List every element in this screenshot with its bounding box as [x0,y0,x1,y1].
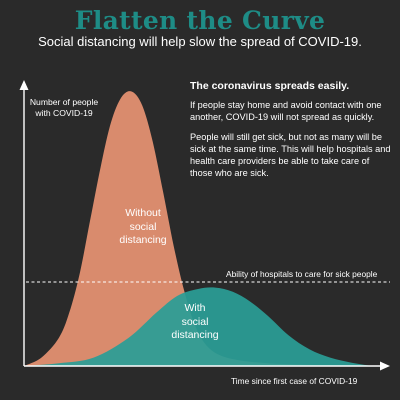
page-title: Flatten the Curve [74,6,326,35]
x-axis-arrow-icon [380,361,390,371]
info-panel: The coronavirus spreads easily. If peopl… [190,80,392,188]
info-heading: The coronavirus spreads easily. [190,80,350,92]
info-paragraph-2: People will still get sick, but not as m… [190,131,391,178]
curve-without-distancing [24,91,372,366]
chart-areas [24,91,372,366]
page-subtitle: Social distancing will help slow the spr… [38,34,362,49]
series-label-with-distancing: With social distancing [171,302,219,342]
x-axis-label: Time since first case of COVID-19 [231,376,358,386]
series-label-without-distancing: Without social distancing [119,207,167,247]
curve-with-distancing [24,287,372,366]
hospital-capacity-label: Ability of hospitals to care for sick pe… [226,269,378,279]
y-axis-label: Number of people with COVID-19 [29,97,99,118]
info-paragraph-1: If people stay home and avoid contact wi… [190,100,382,122]
y-axis-arrow-icon [19,80,29,90]
chart-axes [19,80,390,371]
